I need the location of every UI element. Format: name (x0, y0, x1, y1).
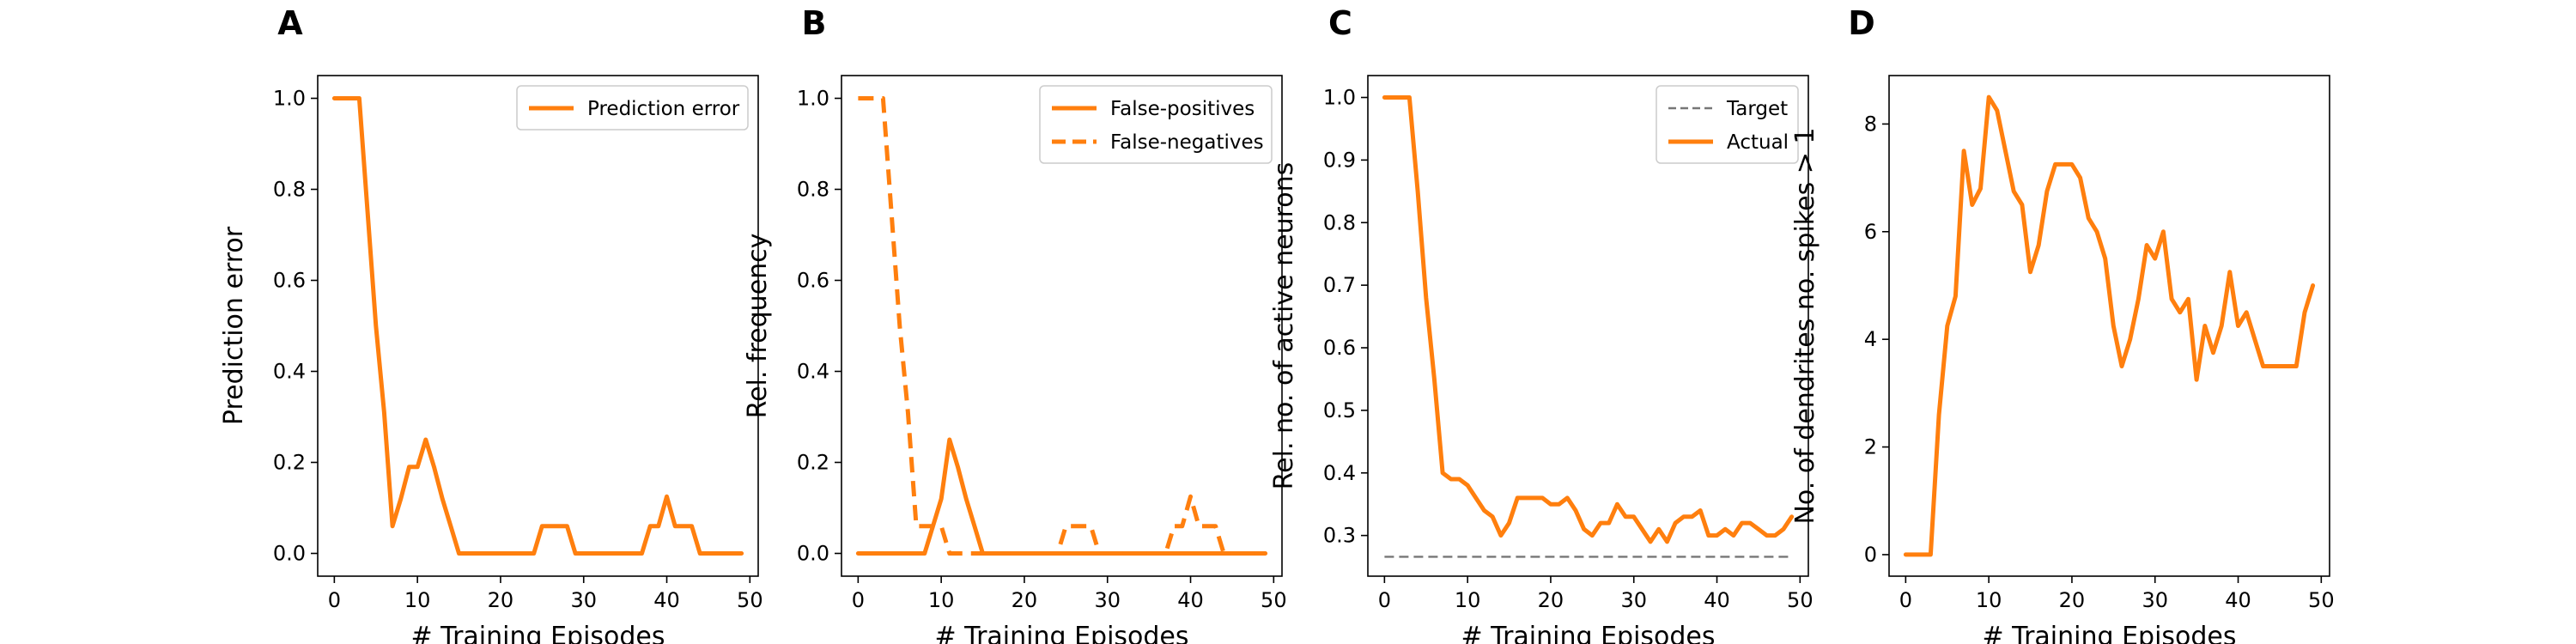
y-tick-label: 2 (1864, 435, 1877, 459)
y-axis-label: Prediction error (219, 226, 249, 425)
x-tick-label: 10 (928, 588, 955, 612)
series-line-values (1903, 94, 2316, 557)
panel-a: A 0 10 20 30 40 50 0.0 0.2 0.4 0.6 0.8 1.0 # Training… (219, 4, 763, 644)
y-tick-label: 0.2 (797, 451, 829, 475)
x-tick-label: 40 (2225, 588, 2251, 612)
x-tick-label: 0 (852, 588, 865, 612)
x-tick-label: 30 (1094, 588, 1121, 612)
x-tick-label: 30 (2142, 588, 2168, 612)
y-tick-label: 1.0 (797, 87, 829, 111)
axes-frame (1888, 75, 2330, 577)
series-line-actual (1382, 95, 1795, 544)
y-tick-label: 0.3 (1323, 524, 1356, 548)
x-tick-label: 20 (1012, 588, 1038, 612)
legend: False-positives False-negatives (1039, 85, 1273, 164)
x-tick-label: 20 (1538, 588, 1564, 612)
legend-label: Target (1726, 98, 1788, 120)
x-tick-label: 40 (1704, 588, 1730, 612)
y-tick-label: 4 (1864, 327, 1877, 351)
y-tick-label: 0.4 (273, 360, 306, 384)
y-tick-label: 0.4 (1323, 461, 1356, 485)
y-tick-label: 6 (1864, 220, 1877, 244)
y-tick-label: 8 (1864, 112, 1877, 136)
y-tick-label: 1.0 (273, 87, 306, 111)
x-axis-label: # Training Episodes (934, 622, 1188, 644)
legend: Target Actual (1656, 85, 1799, 164)
legend-box (1039, 85, 1273, 164)
x-tick-label: 0 (328, 588, 341, 612)
y-tick-label: 0.7 (1323, 273, 1356, 297)
panel-c: C 0 10 20 30 40 50 0.3 0.4 0.5 0.6 0.7 0.8 0.9 1.0 # Tr… (1269, 4, 1814, 644)
x-tick-label: 50 (2308, 588, 2335, 612)
legend-label: False-positives (1110, 98, 1255, 120)
x-tick-label: 50 (1787, 588, 1814, 612)
x-tick-label: 40 (653, 588, 680, 612)
y-tick-label: 0.2 (273, 451, 306, 475)
y-tick-label: 0.6 (797, 269, 829, 293)
legend: Prediction error (516, 85, 749, 131)
x-axis-label: # Training Episodes (410, 622, 665, 644)
panel-letter: C (1328, 4, 1352, 42)
y-tick-label: 0.0 (797, 542, 829, 566)
axes-frame (1367, 75, 1809, 577)
x-tick-label: 10 (1455, 588, 1481, 612)
x-tick-label: 10 (404, 588, 431, 612)
axes-frame (317, 75, 759, 577)
y-tick-label: 0.8 (1323, 210, 1356, 234)
y-tick-label: 0.4 (797, 360, 829, 384)
x-tick-label: 30 (570, 588, 597, 612)
x-tick-label: 50 (1261, 588, 1287, 612)
y-tick-label: 0 (1864, 543, 1877, 567)
x-tick-label: 40 (1177, 588, 1204, 612)
panel-d: D 0 10 20 30 40 50 0 2 4 6 8 # Training Episodes No. … (1790, 4, 2335, 644)
y-axis-label: Rel. no. of active neurons (1269, 162, 1299, 490)
series-line-false-negatives (858, 96, 1266, 556)
panel-letter: A (277, 4, 303, 42)
axes-frame (841, 75, 1283, 577)
x-tick-label: 0 (1378, 588, 1391, 612)
series-line-false-positives (855, 437, 1268, 556)
y-tick-label: 0.6 (273, 269, 306, 293)
y-tick-label: 1.0 (1323, 86, 1356, 110)
y-axis-label: Rel. frequency (743, 234, 773, 419)
legend-label: False-negatives (1110, 131, 1264, 154)
panel-letter: B (802, 4, 827, 42)
y-axis-label: No. of dendrites no. spikes > 1 (1790, 127, 1820, 524)
x-tick-label: 30 (1620, 588, 1647, 612)
x-tick-label: 50 (737, 588, 763, 612)
y-tick-label: 0.8 (273, 178, 306, 202)
y-tick-label: 0.6 (1323, 336, 1356, 360)
x-tick-label: 10 (1976, 588, 2002, 612)
x-tick-label: 0 (1899, 588, 1912, 612)
x-axis-label: # Training Episodes (1461, 622, 1715, 644)
y-tick-label: 0.9 (1323, 148, 1356, 172)
legend-label: Prediction error (587, 98, 740, 120)
y-tick-label: 0.5 (1323, 398, 1356, 422)
legend-label: Actual (1727, 131, 1789, 154)
legend-box (516, 85, 749, 131)
panel-b: B 0 10 20 30 40 50 0.0 0.2 0.4 0.6 0.8 1.0 # Training… (743, 4, 1287, 644)
y-tick-label: 0.0 (273, 542, 306, 566)
x-axis-label: # Training Episodes (1982, 622, 2236, 644)
x-tick-label: 20 (488, 588, 514, 612)
y-tick-label: 0.8 (797, 178, 829, 202)
x-tick-label: 20 (2059, 588, 2086, 612)
series-line-prediction-error (331, 96, 744, 556)
panel-letter: D (1848, 4, 1875, 42)
